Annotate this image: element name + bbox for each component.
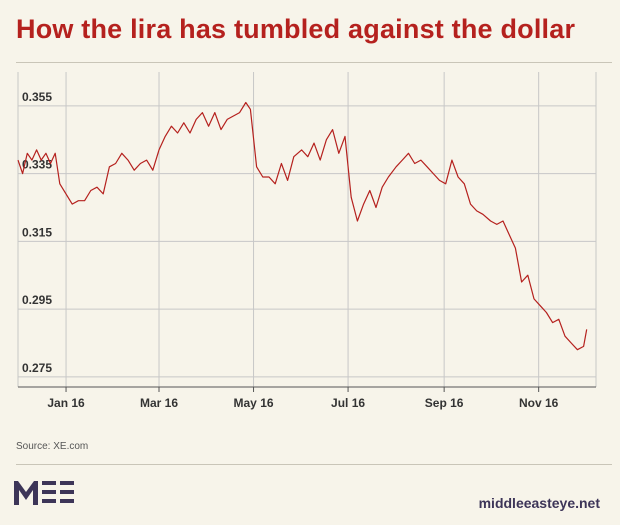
- y-tick-label: 0.315: [22, 225, 52, 239]
- chart-title: How the lira has tumbled against the dol…: [16, 14, 576, 44]
- x-tick-label: Sep 16: [425, 396, 464, 410]
- x-tick-label: Nov 16: [519, 396, 559, 410]
- x-tick-label: Jul 16: [331, 396, 365, 410]
- y-tick-label: 0.355: [22, 90, 52, 104]
- source-note: Source: XE.com: [16, 441, 89, 452]
- x-tick-label: Jan 16: [47, 396, 85, 410]
- title-divider: [16, 62, 612, 63]
- x-axis-ticks: [65, 387, 540, 392]
- x-axis-tick-labels: Jan 16 Mar 16 May 16 Jul 16 Sep 16 Nov 16: [47, 396, 558, 410]
- y-tick-label: 0.295: [22, 293, 52, 307]
- y-axis-tick-labels: 0.275 0.295 0.315 0.335 0.355: [22, 90, 52, 375]
- vertical-gridlines: [17, 72, 597, 387]
- footer-divider: [16, 464, 612, 465]
- mee-logo-icon[interactable]: [14, 479, 76, 505]
- y-tick-label: 0.335: [22, 158, 52, 172]
- x-tick-label: Mar 16: [140, 396, 178, 410]
- series-line: [17, 101, 588, 351]
- y-tick-label: 0.275: [22, 361, 52, 375]
- site-link[interactable]: middleeasteye.net: [478, 495, 600, 511]
- x-tick-label: May 16: [234, 396, 274, 410]
- horizontal-gridlines: [18, 105, 596, 378]
- lira-dollar-line-chart: 0.275 0.295 0.315 0.335 0.355 Jan 16 Mar 16 Ma…: [17, 72, 597, 410]
